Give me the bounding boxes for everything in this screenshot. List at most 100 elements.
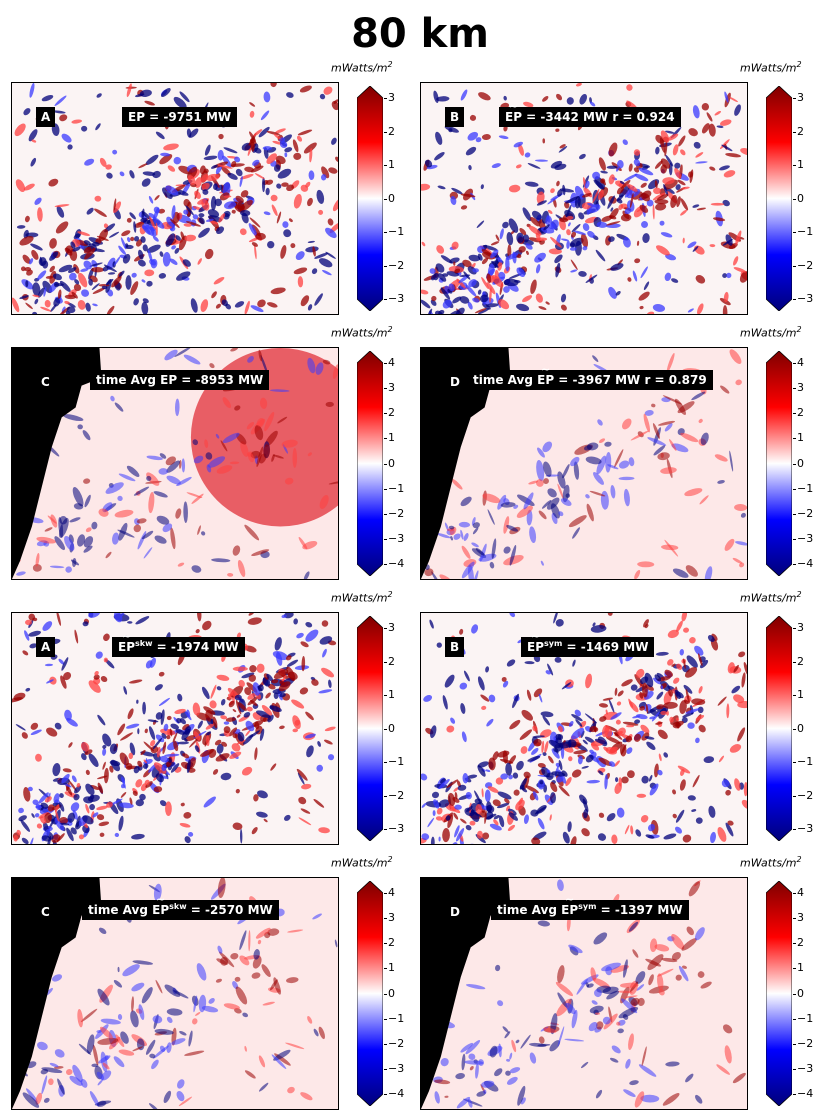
colorbar-tick-label: −1 <box>383 755 405 768</box>
colorbar <box>766 351 792 576</box>
colorbar-tick-label: 1 <box>793 961 804 975</box>
colorbar <box>357 881 383 1106</box>
ep-superscript: sym <box>578 902 597 911</box>
colorbar-tick-label: −3 <box>792 1061 814 1075</box>
colorbar-tick-label: −2 <box>383 506 405 520</box>
colorbar-tick-label: 1 <box>384 431 395 445</box>
stat-text: = -3442 MW r = 0.924 <box>522 110 675 124</box>
ep-tilde: EP <box>505 109 522 125</box>
colorbar-tick-label: −3 <box>383 822 405 835</box>
colorbar-tick-label: 3 <box>793 621 804 634</box>
colorbar <box>357 86 383 311</box>
unit-exponent: 2 <box>387 590 393 599</box>
stat-text: = -1469 MW <box>562 640 649 654</box>
colorbar-tick-label: 1 <box>793 431 804 445</box>
stat-text: time Avg <box>88 903 153 917</box>
map-panel-b: B EP = -3442 MW r = 0.924 <box>420 82 748 315</box>
colorbar-tick-label: −1 <box>792 755 814 768</box>
land-mask <box>421 878 511 1109</box>
panel-letter: D <box>445 902 465 922</box>
colorbar-tick-label: 0 <box>384 986 395 1000</box>
colorbar-tick-label: 3 <box>793 911 804 925</box>
colorbar-tick-label: 0 <box>384 456 395 470</box>
panel-stat-label: EPsym = -1469 MW <box>521 637 655 657</box>
colorbar <box>357 351 383 576</box>
colorbar-tick-label: −4 <box>383 1087 405 1100</box>
colorbar-tick-label: 1 <box>384 158 395 171</box>
panel-letter: B <box>445 107 465 127</box>
colorbar-tick-label: 4 <box>384 886 395 899</box>
ep-tilde: EP <box>561 902 578 918</box>
colorbar-tick-label: 2 <box>384 124 395 138</box>
colorbar <box>766 881 792 1106</box>
colorbar-unit-label: mWatts/m2 <box>331 590 393 605</box>
colorbar-tick-label: 2 <box>793 124 804 138</box>
land-mask <box>12 348 102 579</box>
unit-exponent: 2 <box>796 590 802 599</box>
colorbar-tick-label: −1 <box>792 225 814 238</box>
colorbar-tick-label: 1 <box>793 688 804 701</box>
panel-letter: A <box>36 637 56 657</box>
colorbar-tick-label: −3 <box>792 292 814 305</box>
colorbar-tick-label: −1 <box>792 481 814 495</box>
colorbar-tick-label: −4 <box>383 557 405 570</box>
colorbar-tick-label: 1 <box>384 961 395 975</box>
stat-text: EP = -9751 MW <box>128 110 232 124</box>
map-panel-a: A EPskw = -1974 MW <box>11 612 339 845</box>
unit-text: mWatts/m <box>331 61 388 75</box>
colorbar <box>357 616 383 841</box>
stat-text: time Avg <box>473 373 538 387</box>
colorbar-tick-label: 4 <box>793 356 804 369</box>
colorbar-unit-label: mWatts/m2 <box>331 60 393 75</box>
colorbar-unit-label: mWatts/m2 <box>740 855 802 870</box>
panel-stat-label: time Avg EP = -3967 MW r = 0.879 <box>467 370 713 390</box>
colorbar-tick-label: −2 <box>792 506 814 520</box>
ep-tilde: EP <box>152 902 169 918</box>
ep-superscript: skw <box>169 902 187 911</box>
colorbar-unit-label: mWatts/m2 <box>740 590 802 605</box>
colorbar-unit-label: mWatts/m2 <box>740 325 802 340</box>
panel-stat-label: time Avg EPskw = -2570 MW <box>82 900 279 920</box>
colorbar-tick-label: 2 <box>384 936 395 950</box>
colorbar-tick-label: 1 <box>793 158 804 171</box>
colorbar-tick-label: −1 <box>383 481 405 495</box>
colorbar-tick-label: −1 <box>792 1011 814 1025</box>
colorbar-tick-label: 0 <box>384 721 395 735</box>
colorbar-tick-label: 2 <box>384 406 395 420</box>
land-mask <box>421 348 511 579</box>
colorbar-tick-label: −3 <box>383 531 405 545</box>
colorbar-tick-label: 4 <box>793 886 804 899</box>
colorbar-tick-label: 0 <box>793 721 804 735</box>
field-image <box>12 878 338 1109</box>
colorbar-tick-label: 3 <box>384 911 395 925</box>
stat-text: = -1397 MW <box>596 903 683 917</box>
panel-stat-label: EPskw = -1974 MW <box>112 637 245 657</box>
colorbar-tick-label: −2 <box>383 1036 405 1050</box>
ep-superscript: skw <box>135 639 153 648</box>
colorbar-tick-label: 0 <box>793 191 804 205</box>
land-mask <box>12 878 102 1109</box>
colorbar-tick-label: 3 <box>384 381 395 395</box>
panel-stat-label: time Avg EPsym = -1397 MW <box>491 900 689 920</box>
colorbar-tick-label: −4 <box>792 557 814 570</box>
colorbar-tick-label: 0 <box>793 986 804 1000</box>
colorbar-tick-label: −3 <box>792 531 814 545</box>
colorbar-tick-label: 3 <box>384 621 395 634</box>
colorbar-unit-label: mWatts/m2 <box>740 60 802 75</box>
colorbar-tick-label: −3 <box>383 292 405 305</box>
colorbar-tick-label: 3 <box>793 91 804 104</box>
unit-exponent: 2 <box>796 325 802 334</box>
colorbar-tick-label: −2 <box>792 1036 814 1050</box>
colorbar-tick-label: 2 <box>793 654 804 668</box>
figure-title: 80 km <box>351 11 489 57</box>
colorbar-tick-label: 2 <box>793 936 804 950</box>
unit-exponent: 2 <box>796 855 802 864</box>
panel-stat-label: EP = -9751 MW <box>122 107 238 127</box>
stat-text: = -2570 MW <box>186 903 273 917</box>
colorbar-tick-label: 0 <box>793 456 804 470</box>
colorbar-tick-label: 3 <box>384 91 395 104</box>
unit-text: mWatts/m <box>331 856 388 870</box>
